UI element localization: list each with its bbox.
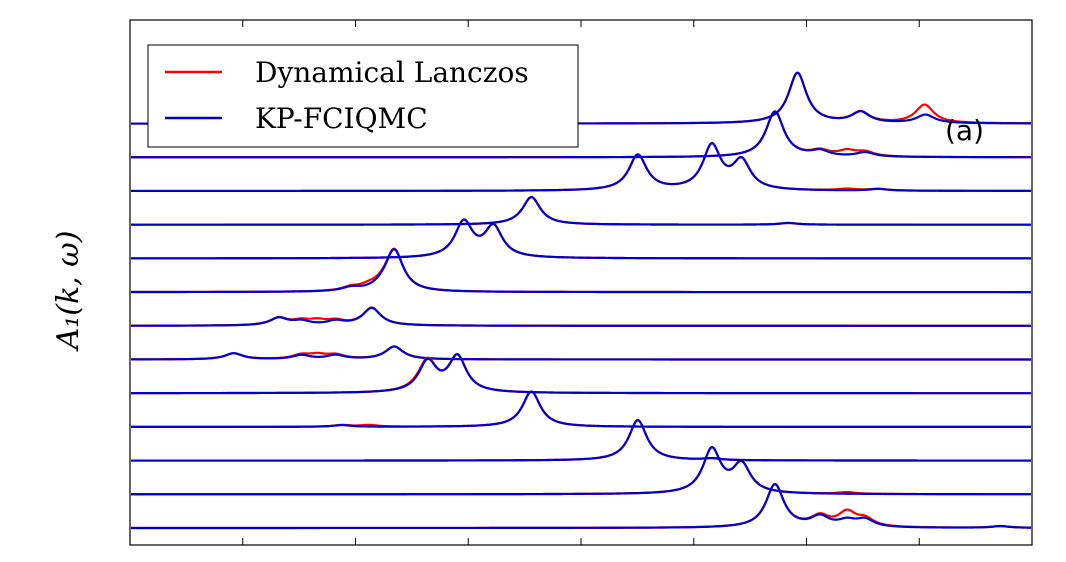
axis-ticks	[242, 20, 920, 545]
trace-kp-fciqmc-9	[130, 353, 1032, 395]
trace-dynamical-lanczos-12	[130, 446, 1032, 496]
trace-kp-fciqmc-7	[130, 306, 1032, 327]
trace-kp-fciqmc-2	[130, 110, 1032, 159]
y-axis-label: A₁(k, ω)	[51, 231, 86, 353]
trace-kp-fciqmc-8	[130, 345, 1032, 361]
trace-dynamical-lanczos-6	[130, 247, 1032, 294]
trace-kp-fciqmc-5	[130, 218, 1032, 260]
legend: Dynamical Lanczos KP-FCIQMC	[147, 44, 579, 148]
trace-dynamical-lanczos-4	[130, 196, 1032, 226]
trace-kp-fciqmc-10	[130, 390, 1032, 428]
panel-label: (a)	[945, 114, 984, 147]
trace-kp-fciqmc-3	[130, 142, 1032, 193]
legend-box	[147, 44, 579, 148]
trace-kp-fciqmc-11	[130, 419, 1032, 462]
legend-label-dynamical-lanczos: Dynamical Lanczos	[255, 56, 529, 89]
trace-dynamical-lanczos-3	[130, 142, 1032, 193]
legend-label-kp-fciqmc: KP-FCIQMC	[255, 102, 428, 135]
trace-kp-fciqmc-13	[130, 482, 1032, 530]
plot-area	[129, 19, 1033, 546]
trace-kp-fciqmc-6	[130, 248, 1032, 294]
trace-kp-fciqmc-4	[130, 196, 1032, 226]
trace-dynamical-lanczos-10	[130, 390, 1032, 428]
trace-kp-fciqmc-12	[130, 446, 1032, 496]
spectral-traces	[130, 71, 1032, 530]
trace-dynamical-lanczos-13	[130, 482, 1032, 530]
